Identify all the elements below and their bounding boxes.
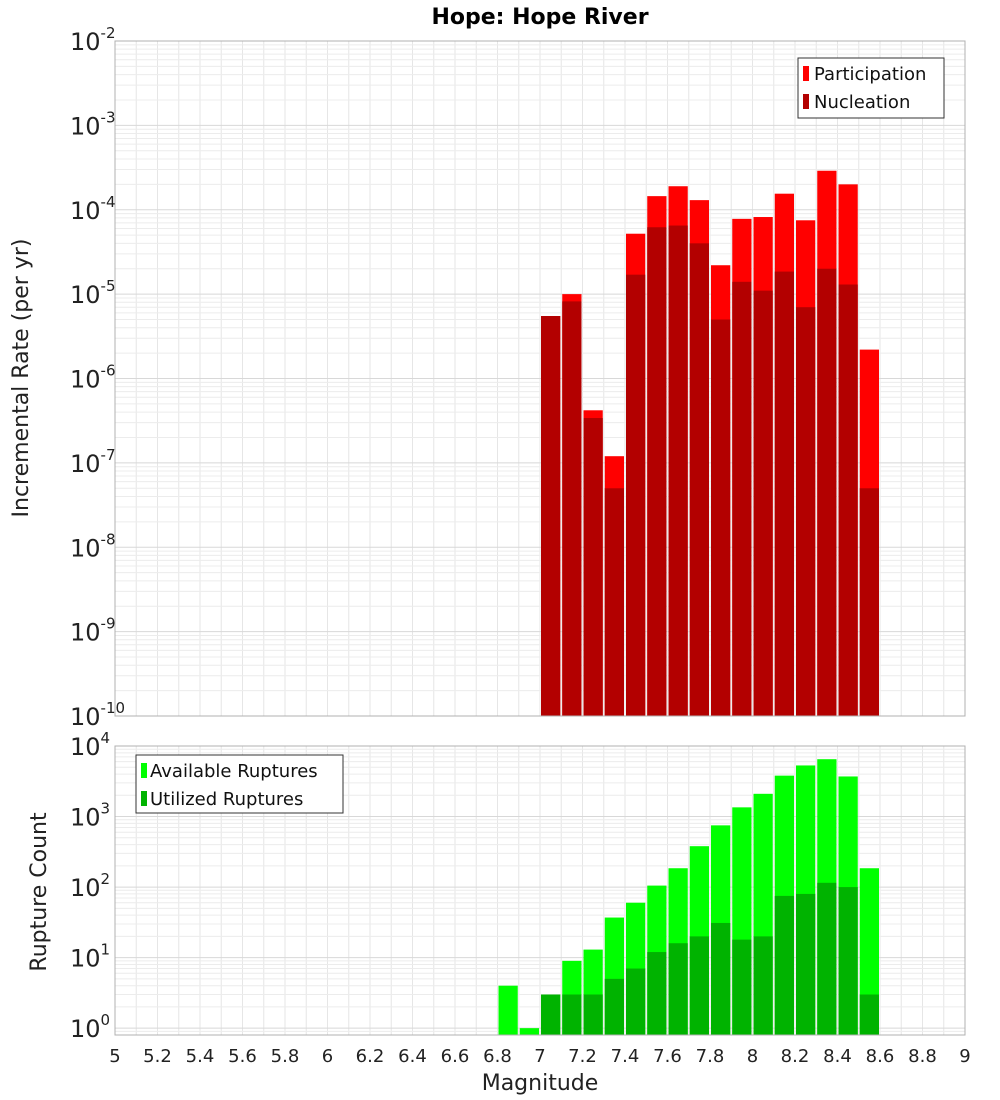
x-tick-label: 7.6 [653, 1046, 682, 1067]
count-y-tick-label: 104 [70, 729, 110, 761]
rate-bar-nucleation [838, 284, 858, 716]
legend-swatch-nucleation [803, 94, 809, 109]
count-bar-utilized-ruptures [838, 887, 858, 1035]
count-bar-utilized-ruptures [711, 922, 731, 1035]
rate-bar-nucleation [796, 307, 816, 716]
count-y-tick-label: 101 [70, 941, 110, 973]
count-legend: Available Ruptures Utilized Ruptures [135, 754, 344, 814]
rate-y-tick-label: 10-4 [70, 193, 116, 225]
rate-bar-nucleation [859, 488, 879, 716]
x-tick-label: 7.2 [568, 1046, 597, 1067]
count-bar-utilized-ruptures [817, 882, 837, 1035]
rate-bar-nucleation [626, 274, 646, 716]
x-tick-label: 6.6 [441, 1046, 470, 1067]
legend-label-participation: Participation [814, 64, 926, 85]
rate-y-tick-label: 10-2 [70, 24, 116, 56]
legend-label-utilized: Utilized Ruptures [150, 789, 303, 810]
count-bar-utilized-ruptures [668, 943, 688, 1035]
count-bar-available-ruptures [859, 868, 879, 1035]
count-bar-utilized-ruptures [647, 952, 667, 1035]
count-bar-utilized-ruptures [796, 893, 816, 1035]
chart-title: Hope: Hope River [431, 5, 648, 30]
rate-legend-box [797, 57, 945, 119]
rate-legend: Participation Nucleation [797, 57, 945, 119]
count-bar-available-ruptures [498, 985, 518, 1035]
count-bar-utilized-ruptures [774, 895, 794, 1035]
count-panel: 100 101 102 103 104 5 5.2 5.4 5.6 5.8 6 6.2 6.4 6.6 6… [27, 729, 971, 1096]
rate-bars [541, 170, 879, 717]
rate-y-ticks: 10-10 10-9 10-8 10-7 10-6 10-5 10-4 10-3 10-2 [70, 24, 125, 731]
x-tick-label: 5.4 [186, 1046, 215, 1067]
rate-bar-nucleation [774, 271, 794, 716]
count-bar-available-ruptures [519, 1028, 539, 1035]
x-tick-labels: 5 5.2 5.4 5.6 5.8 6 6.2 6.4 6.6 6.8 7 7.2 7.4 7.6 7.8 8… [109, 1046, 970, 1067]
rate-y-tick-label: 10-8 [70, 530, 116, 562]
count-plot-frame [114, 745, 966, 1036]
rate-bar-nucleation [711, 319, 731, 716]
x-tick-label: 5.2 [143, 1046, 172, 1067]
x-tick-label: 9 [959, 1046, 970, 1067]
rate-bar-nucleation [668, 225, 688, 716]
legend-label-nucleation: Nucleation [814, 92, 910, 113]
x-tick-label: 8 [747, 1046, 758, 1067]
rate-panel: 10-10 10-9 10-8 10-7 10-6 10-5 10-4 10-3 10-2 In… [9, 24, 966, 731]
legend-swatch-available [141, 763, 147, 778]
legend-swatch-participation [803, 66, 809, 81]
x-tick-label: 5.6 [228, 1046, 257, 1067]
legend-label-available: Available Ruptures [150, 761, 318, 782]
count-bar-utilized-ruptures [541, 994, 561, 1035]
count-bar-utilized-ruptures [753, 936, 773, 1035]
rate-grid [114, 40, 966, 717]
x-tick-label: 8.8 [908, 1046, 937, 1067]
rate-plot-frame [114, 40, 966, 717]
x-tick-label: 5.8 [271, 1046, 300, 1067]
rate-bar-nucleation [541, 316, 561, 716]
rate-bar-nucleation [583, 418, 603, 716]
x-tick-label: 7 [534, 1046, 545, 1067]
rate-bar-nucleation [562, 301, 582, 716]
rate-bar-nucleation [647, 227, 667, 716]
x-tick-label: 8.6 [866, 1046, 895, 1067]
legend-swatch-utilized [141, 791, 147, 806]
rate-y-tick-label: 10-7 [70, 446, 116, 478]
x-tick-label: 7.8 [696, 1046, 725, 1067]
rate-y-tick-label: 10-10 [70, 699, 125, 731]
x-tick-label: 8.2 [781, 1046, 810, 1067]
x-tick-label: 7.4 [611, 1046, 640, 1067]
rate-y-tick-label: 10-6 [70, 362, 116, 394]
x-tick-label: 6 [322, 1046, 333, 1067]
rate-bar-nucleation [817, 268, 837, 716]
count-y-tick-label: 102 [70, 870, 110, 902]
x-tick-label: 5 [109, 1046, 120, 1067]
count-bar-utilized-ruptures [626, 968, 646, 1035]
rate-y-axis-label: Incremental Rate (per yr) [9, 239, 34, 518]
count-bar-utilized-ruptures [732, 939, 752, 1035]
count-bar-utilized-ruptures [562, 994, 582, 1035]
count-bars [498, 759, 879, 1035]
count-legend-box [135, 754, 344, 814]
x-axis-label: Magnitude [482, 1071, 599, 1096]
count-bar-utilized-ruptures [604, 978, 624, 1035]
count-y-tick-label: 103 [70, 800, 110, 832]
x-tick-label: 8.4 [823, 1046, 852, 1067]
count-y-tick-label: 100 [70, 1011, 110, 1043]
rate-bar-nucleation [689, 243, 709, 717]
count-y-ticks: 100 101 102 103 104 [70, 729, 110, 1043]
x-tick-label: 6.8 [483, 1046, 512, 1067]
x-tick-label: 6.4 [398, 1046, 427, 1067]
count-bar-utilized-ruptures [583, 994, 603, 1035]
count-y-axis-label: Rupture Count [27, 812, 52, 972]
rate-y-tick-label: 10-9 [70, 615, 116, 647]
rate-bar-nucleation [753, 290, 773, 716]
rate-y-tick-label: 10-5 [70, 277, 116, 309]
rate-bar-nucleation [604, 488, 624, 716]
rate-bar-nucleation [732, 281, 752, 716]
count-bar-utilized-ruptures [859, 994, 879, 1035]
count-bar-utilized-ruptures [689, 936, 709, 1035]
rate-y-tick-label: 10-3 [70, 108, 116, 140]
x-tick-label: 6.2 [356, 1046, 385, 1067]
